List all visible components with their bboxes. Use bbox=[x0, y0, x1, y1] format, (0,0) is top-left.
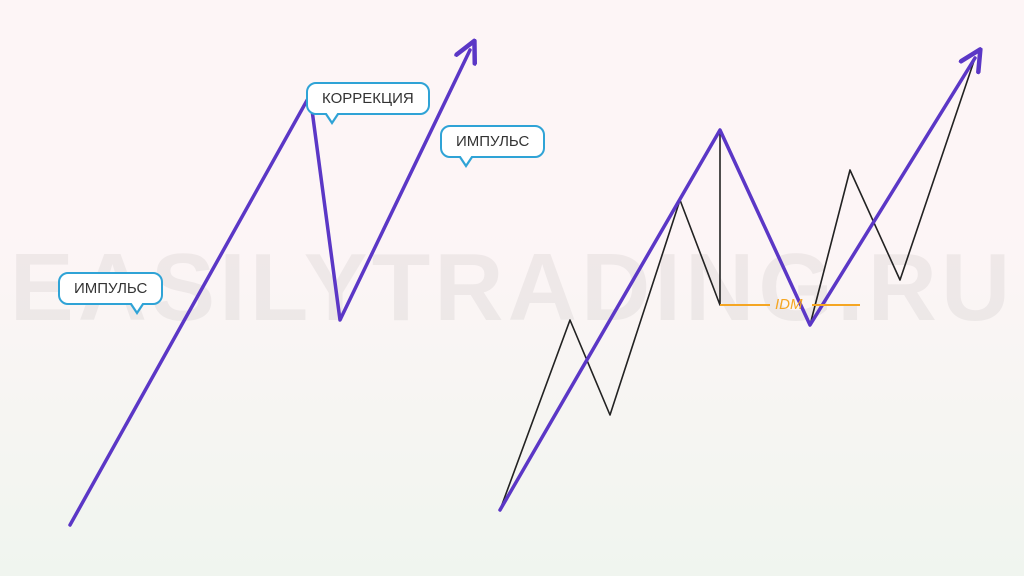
bubble-label: ИМПУЛЬС bbox=[74, 280, 147, 297]
bubble-correction: КОРРЕКЦИЯ bbox=[306, 82, 430, 115]
bubble-label: ИМПУЛЬС bbox=[456, 133, 529, 150]
bubble-impulse-right: ИМПУЛЬС bbox=[440, 125, 545, 158]
right-detail-line bbox=[500, 58, 975, 510]
bubble-label: КОРРЕКЦИЯ bbox=[322, 90, 414, 107]
idm-label: IDM bbox=[775, 296, 803, 313]
bubble-impulse-left: ИМПУЛЬС bbox=[58, 272, 163, 305]
right-impulse-line bbox=[500, 58, 975, 510]
